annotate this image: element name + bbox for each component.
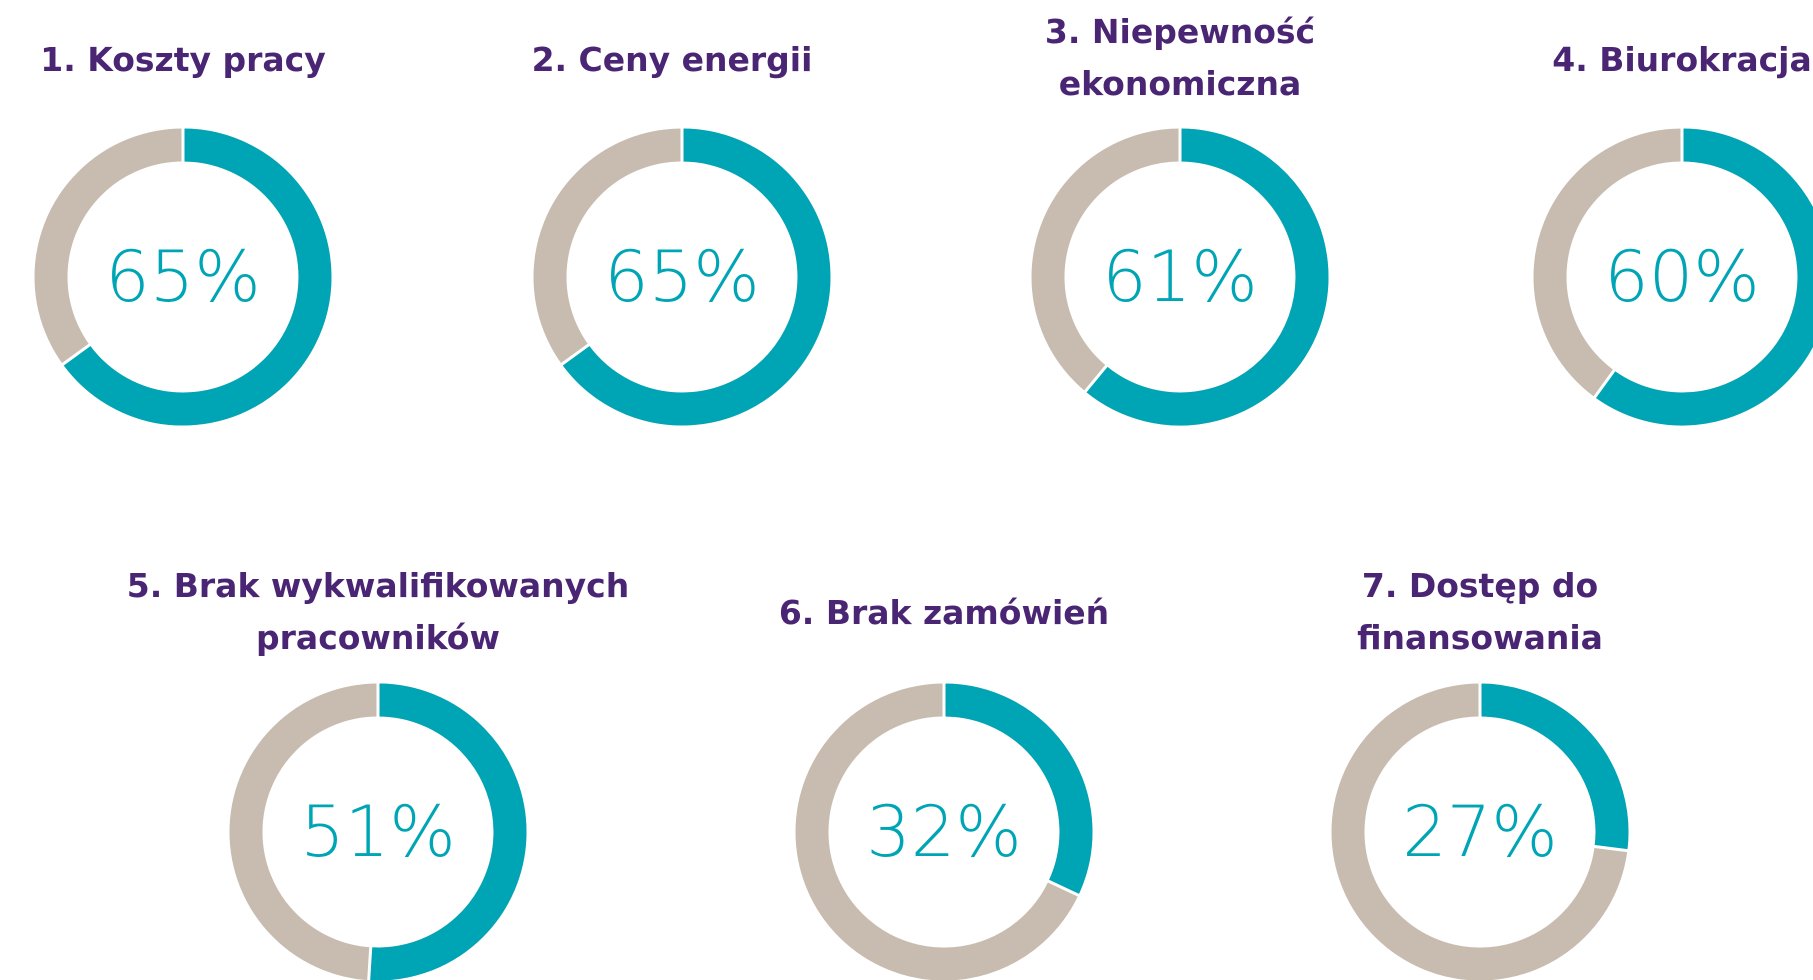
chart-title: 1. Koszty pracy	[40, 40, 326, 79]
donut-arc	[62, 128, 332, 426]
chart-title: 6. Brak zamówień	[778, 593, 1110, 632]
segment-gap	[560, 343, 591, 367]
donut-arc	[1085, 128, 1329, 426]
chart-title: 7. Dostęp do finansowania	[1357, 566, 1603, 657]
value-label: 65%	[604, 236, 760, 318]
donut-arc	[943, 683, 1093, 896]
donut-arc	[1479, 683, 1629, 851]
segment-gap	[61, 343, 92, 367]
chart-title: 5. Brak wykwalifikowanych pracowników	[126, 566, 630, 657]
value-label: 61%	[1102, 236, 1258, 318]
chart-title: 3. Niepewność ekonomiczna	[1044, 12, 1316, 103]
segment-gap	[1592, 368, 1616, 399]
donut-arc	[1594, 128, 1813, 426]
chart-title: 2. Ceny energii	[531, 40, 813, 79]
value-label: 27%	[1402, 791, 1558, 873]
donut-arc	[561, 128, 831, 426]
value-label: 60%	[1604, 236, 1760, 318]
segment-gap	[1083, 364, 1109, 394]
donut-arc	[368, 683, 527, 980]
chart-title: 4. Biurokracja	[1552, 40, 1812, 79]
segment-gap	[1046, 879, 1080, 898]
value-label: 51%	[300, 791, 456, 873]
segment-gap	[367, 946, 373, 980]
segment-gap	[1593, 844, 1629, 853]
value-label: 32%	[866, 791, 1022, 873]
value-label: 65%	[105, 236, 261, 318]
